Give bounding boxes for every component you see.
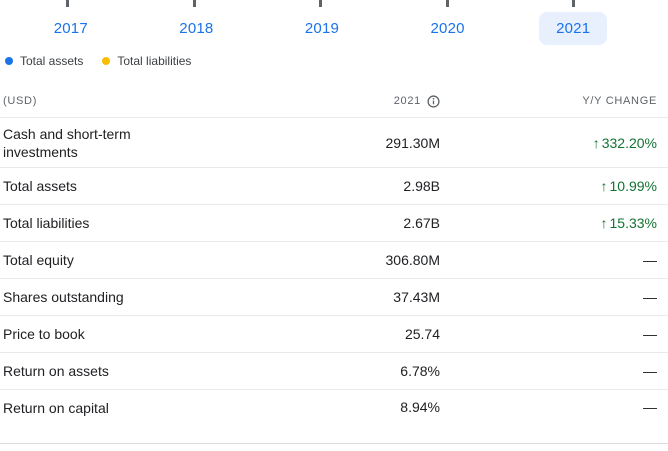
chart-axis-tick-remnants: [0, 0, 668, 7]
year-tab-label: 2018: [179, 20, 214, 37]
table-row: Total liabilities 2.67B ↑ 15.33%: [0, 205, 668, 242]
up-arrow-icon: ↑: [600, 215, 608, 231]
row-label: Total liabilities: [3, 215, 90, 231]
year-tab-2021[interactable]: 2021: [510, 11, 636, 46]
table-row: Total equity 306.80M —: [0, 242, 668, 279]
row-label: Return on capital: [3, 400, 109, 416]
row-change: —: [440, 399, 657, 415]
legend-label: Total liabilities: [117, 54, 192, 68]
year-tab-2020[interactable]: 2020: [385, 11, 511, 46]
row-change: ↑ 15.33%: [600, 215, 657, 231]
year-tab-label: 2019: [304, 20, 340, 37]
row-value: 8.94%: [400, 399, 440, 415]
row-label: Price to book: [3, 326, 85, 342]
row-label: Total equity: [3, 252, 74, 268]
row-change: ↑ 10.99%: [600, 178, 657, 194]
row-label: Return on assets: [3, 363, 109, 379]
legend-item-total-liabilities: Total liabilities: [102, 54, 191, 68]
axis-tick-mark: [445, 0, 449, 7]
no-change-dash: —: [643, 399, 657, 415]
table-body: Cash and short-term investments 291.30M ↑ 3…: [0, 118, 668, 444]
no-change-dash: —: [643, 289, 657, 305]
legend-dot-icon: [102, 57, 111, 65]
year-tab-2018[interactable]: 2018: [134, 11, 260, 46]
currency-header: (USD): [3, 95, 38, 107]
period-header-label: 2021: [393, 95, 421, 107]
legend-item-total-assets: Total assets: [5, 54, 83, 68]
axis-tick-mark: [66, 0, 69, 7]
year-tab-label: 2020: [430, 20, 465, 37]
up-arrow-icon: ↑: [600, 178, 608, 194]
row-label: Shares outstanding: [3, 289, 124, 305]
period-header: 2021: [193, 94, 440, 108]
info-icon[interactable]: [427, 94, 440, 108]
up-arrow-icon: ↑: [592, 134, 600, 151]
row-value: 25.74: [404, 326, 440, 342]
financials-table: (USD) 2021 Y/Y CHANGE Cash and short-ter…: [0, 85, 668, 444]
table-row: Return on assets 6.78% —: [0, 353, 668, 390]
axis-tick-mark: [319, 0, 322, 7]
row-change: ↑ 332.20%: [592, 134, 657, 151]
row-value: 6.78%: [400, 363, 440, 379]
axis-tick-mark: [192, 0, 196, 7]
year-tab-label: 2017: [53, 20, 88, 37]
year-tab-2017[interactable]: 2017: [8, 11, 134, 46]
row-label: Cash and short-term investments: [3, 125, 131, 160]
no-change-dash: —: [643, 326, 657, 342]
row-change: —: [440, 363, 657, 379]
no-change-dash: —: [643, 363, 657, 379]
year-tabs: 2017 2018 2019 2020 2021: [8, 11, 636, 46]
year-tab-2019[interactable]: 2019: [259, 11, 385, 46]
table-row: Shares outstanding 37.43M —: [0, 279, 668, 316]
row-value: 37.43M: [393, 289, 440, 305]
legend-dot-icon: [5, 57, 13, 65]
row-value: 2.98B: [403, 178, 440, 194]
no-change-dash: —: [643, 252, 657, 268]
table-row: Cash and short-term investments 291.30M ↑ 3…: [0, 118, 668, 168]
change-header: Y/Y CHANGE: [582, 95, 657, 107]
chart-legend: Total assets Total liabilities: [5, 53, 191, 69]
year-tab-label: 2021: [539, 12, 608, 45]
table-row: Price to book 25.74 —: [0, 316, 668, 353]
table-header-row: (USD) 2021 Y/Y CHANGE: [0, 85, 668, 118]
row-change: —: [440, 289, 657, 305]
table-row: Total assets 2.98B ↑ 10.99%: [0, 168, 668, 205]
axis-tick-mark: [572, 0, 575, 7]
legend-label: Total assets: [20, 54, 84, 68]
row-change: —: [440, 252, 657, 268]
table-row: Return on capital 8.94% —: [0, 390, 668, 444]
row-value: 306.80M: [385, 252, 440, 268]
row-value: 2.67B: [403, 215, 440, 231]
row-label: Total assets: [3, 178, 77, 194]
row-change: —: [440, 326, 657, 342]
row-value: 291.30M: [385, 134, 440, 151]
